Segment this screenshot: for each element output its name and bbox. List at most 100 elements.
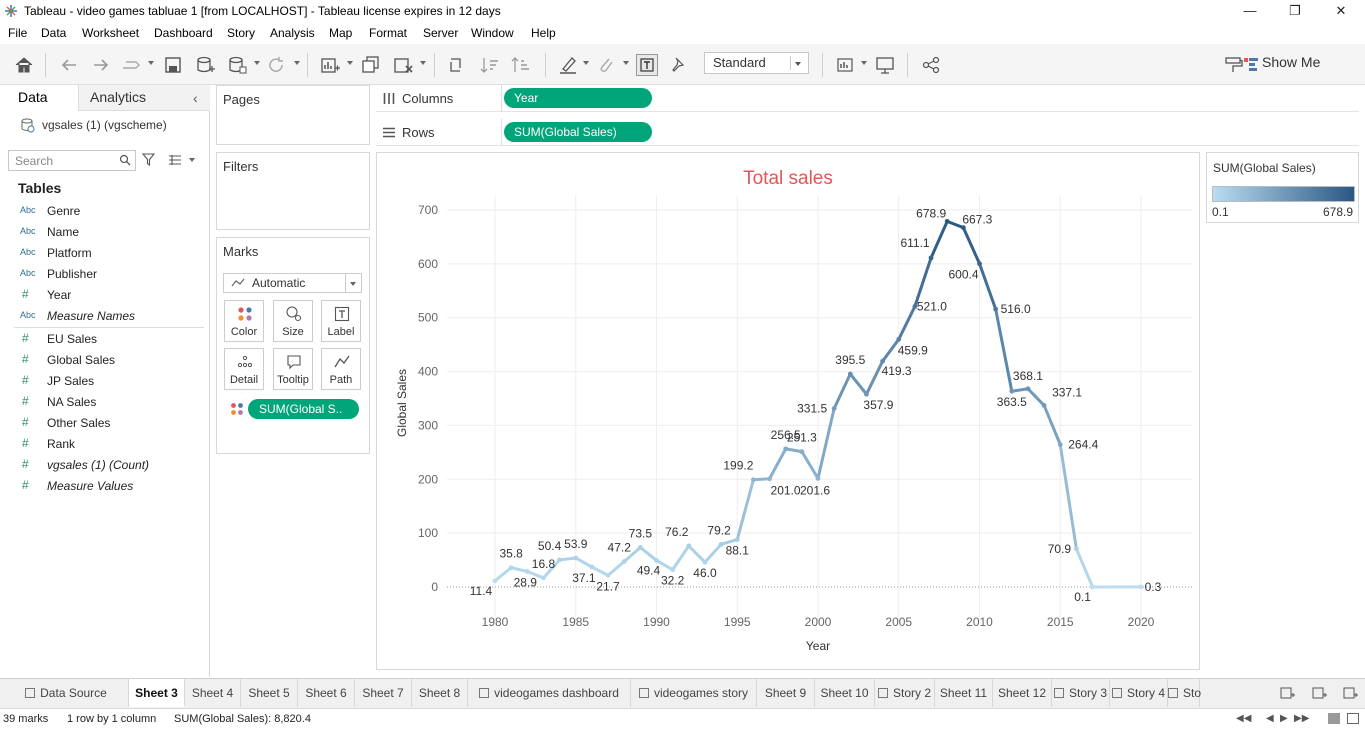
data-point[interactable]: [557, 557, 562, 563]
data-point[interactable]: [637, 545, 643, 550]
field-platform[interactable]: Abc Platform: [0, 243, 205, 264]
close-button[interactable]: ✕: [1335, 3, 1347, 18]
rows-shelf[interactable]: Rows SUM(Global Sales): [376, 119, 1359, 146]
mark-type-select[interactable]: Automatic: [223, 273, 362, 293]
new-worksheet-tab-icon[interactable]: [1277, 679, 1299, 707]
share-icon[interactable]: [920, 54, 942, 76]
tooltip-button[interactable]: Tooltip: [273, 348, 313, 390]
columns-pill-year[interactable]: Year: [504, 88, 652, 108]
sheet-tab-sheet-4[interactable]: Sheet 4: [185, 679, 241, 707]
data-point[interactable]: [1138, 584, 1144, 590]
menu-analysis[interactable]: Analysis: [270, 26, 315, 40]
data-point[interactable]: [508, 565, 514, 571]
sheet-tab-sheet-3[interactable]: Sheet 3: [129, 679, 185, 707]
save-icon[interactable]: [162, 54, 184, 76]
tab-nav-prev-icon[interactable]: ◀: [1266, 713, 1274, 724]
home-icon[interactable]: [13, 54, 35, 76]
filmstrip-view-icon[interactable]: [1347, 713, 1359, 724]
new-story-tab-icon[interactable]: [1340, 679, 1362, 707]
data-point[interactable]: [767, 476, 772, 482]
swap-rows-columns-icon[interactable]: [446, 54, 468, 76]
data-point[interactable]: [670, 567, 676, 573]
sheet-tab-sheet-7[interactable]: Sheet 7: [355, 679, 412, 707]
data-point[interactable]: [734, 537, 740, 542]
highlight-icon[interactable]: [557, 54, 579, 76]
menu-window[interactable]: Window: [471, 26, 514, 40]
data-point[interactable]: [621, 559, 627, 564]
data-point[interactable]: [589, 564, 595, 570]
sheet-tab-sheet-11[interactable]: Sheet 11: [935, 679, 993, 707]
duplicate-sheet-icon[interactable]: [360, 54, 382, 76]
sheet-tab-sheet-8[interactable]: Sheet 8: [412, 679, 468, 707]
clear-sheet-icon[interactable]: [392, 54, 414, 76]
color-button[interactable]: Color: [224, 300, 264, 342]
data-point[interactable]: [492, 578, 498, 584]
new-datasource-icon[interactable]: [194, 54, 216, 76]
menu-dashboard[interactable]: Dashboard: [154, 26, 213, 40]
field-genre[interactable]: Abc Genre: [0, 201, 205, 222]
data-point[interactable]: [573, 555, 579, 561]
data-point[interactable]: [1090, 584, 1095, 590]
fit-select[interactable]: Standard: [704, 52, 809, 74]
menu-format[interactable]: Format: [369, 26, 408, 40]
sheet-tab-story-2[interactable]: Story 2: [875, 679, 935, 707]
undo-icon[interactable]: [58, 54, 80, 76]
grid-view-icon[interactable]: [1328, 713, 1340, 724]
menu-data[interactable]: Data: [41, 26, 67, 40]
data-point[interactable]: [718, 541, 724, 547]
data-point[interactable]: [686, 543, 692, 549]
fix-axes-icon[interactable]: [667, 54, 689, 76]
data-point[interactable]: [912, 304, 918, 309]
menu-story[interactable]: Story: [227, 26, 256, 40]
menu-map[interactable]: Map: [329, 26, 353, 40]
sheet-tab-sto[interactable]: Sto: [1168, 679, 1201, 707]
sheet-tab-sheet-12[interactable]: Sheet 12: [993, 679, 1052, 707]
data-point[interactable]: [880, 358, 885, 364]
columns-shelf[interactable]: Columns Year: [376, 85, 1359, 112]
sheet-tab-sheet-10[interactable]: Sheet 10: [815, 679, 875, 707]
field-name[interactable]: Abc Name: [0, 222, 205, 243]
sheet-tab-data-source[interactable]: Data Source: [4, 679, 129, 707]
menu-file[interactable]: File: [8, 26, 28, 40]
field-global-sales[interactable]: # Global Sales: [0, 350, 205, 371]
sheet-tab-sheet-6[interactable]: Sheet 6: [298, 679, 355, 707]
refresh-icon[interactable]: [265, 54, 287, 76]
field-rank[interactable]: # Rank: [0, 434, 205, 455]
show-cards-icon[interactable]: [835, 54, 857, 76]
field-eu-sales[interactable]: # EU Sales: [0, 329, 205, 350]
data-point[interactable]: [896, 336, 902, 342]
data-point[interactable]: [702, 559, 708, 565]
line-chart[interactable]: 0 100 200 300 400 500 600 700 1980 1985 1990 1995 20…: [377, 153, 1199, 669]
new-dashboard-tab-icon[interactable]: [1309, 679, 1331, 707]
view-list-icon[interactable]: [168, 154, 182, 166]
search-input[interactable]: Search: [8, 150, 136, 171]
data-point[interactable]: [799, 449, 805, 455]
minimize-button[interactable]: —: [1243, 3, 1257, 18]
field-measure-values[interactable]: # Measure Values: [0, 476, 205, 497]
field-measure-names[interactable]: Abc Measure Names: [0, 306, 205, 327]
marks-color-pill[interactable]: SUM(Global S..: [248, 399, 359, 419]
field-publisher[interactable]: Abc Publisher: [0, 264, 205, 285]
show-mark-labels-icon[interactable]: [636, 54, 658, 76]
size-button[interactable]: Size: [273, 300, 313, 342]
sheet-tab-story-4[interactable]: Story 4: [1110, 679, 1168, 707]
field-other-sales[interactable]: # Other Sales: [0, 413, 205, 434]
data-point[interactable]: [928, 255, 934, 261]
field-na-sales[interactable]: # NA Sales: [0, 392, 205, 413]
label-button[interactable]: Label: [321, 300, 361, 342]
format-painter-icon[interactable]: [1222, 54, 1244, 76]
tab-nav-first-icon[interactable]: ◀◀: [1236, 713, 1252, 724]
sheet-tab-videogames-story[interactable]: videogames story: [631, 679, 757, 707]
tab-data[interactable]: Data: [18, 89, 48, 105]
sheet-tab-videogames-dashboard[interactable]: videogames dashboard: [468, 679, 631, 707]
data-point[interactable]: [541, 575, 546, 581]
tab-analytics[interactable]: Analytics: [90, 89, 147, 105]
sort-descending-icon[interactable]: [510, 54, 532, 76]
data-point[interactable]: [960, 225, 966, 231]
data-point[interactable]: [1041, 403, 1047, 408]
data-point[interactable]: [815, 476, 821, 481]
presentation-mode-icon[interactable]: [874, 54, 896, 76]
rows-pill-global-sales[interactable]: SUM(Global Sales): [504, 122, 652, 142]
pages-shelf[interactable]: Pages: [216, 85, 370, 145]
data-point[interactable]: [751, 477, 756, 483]
